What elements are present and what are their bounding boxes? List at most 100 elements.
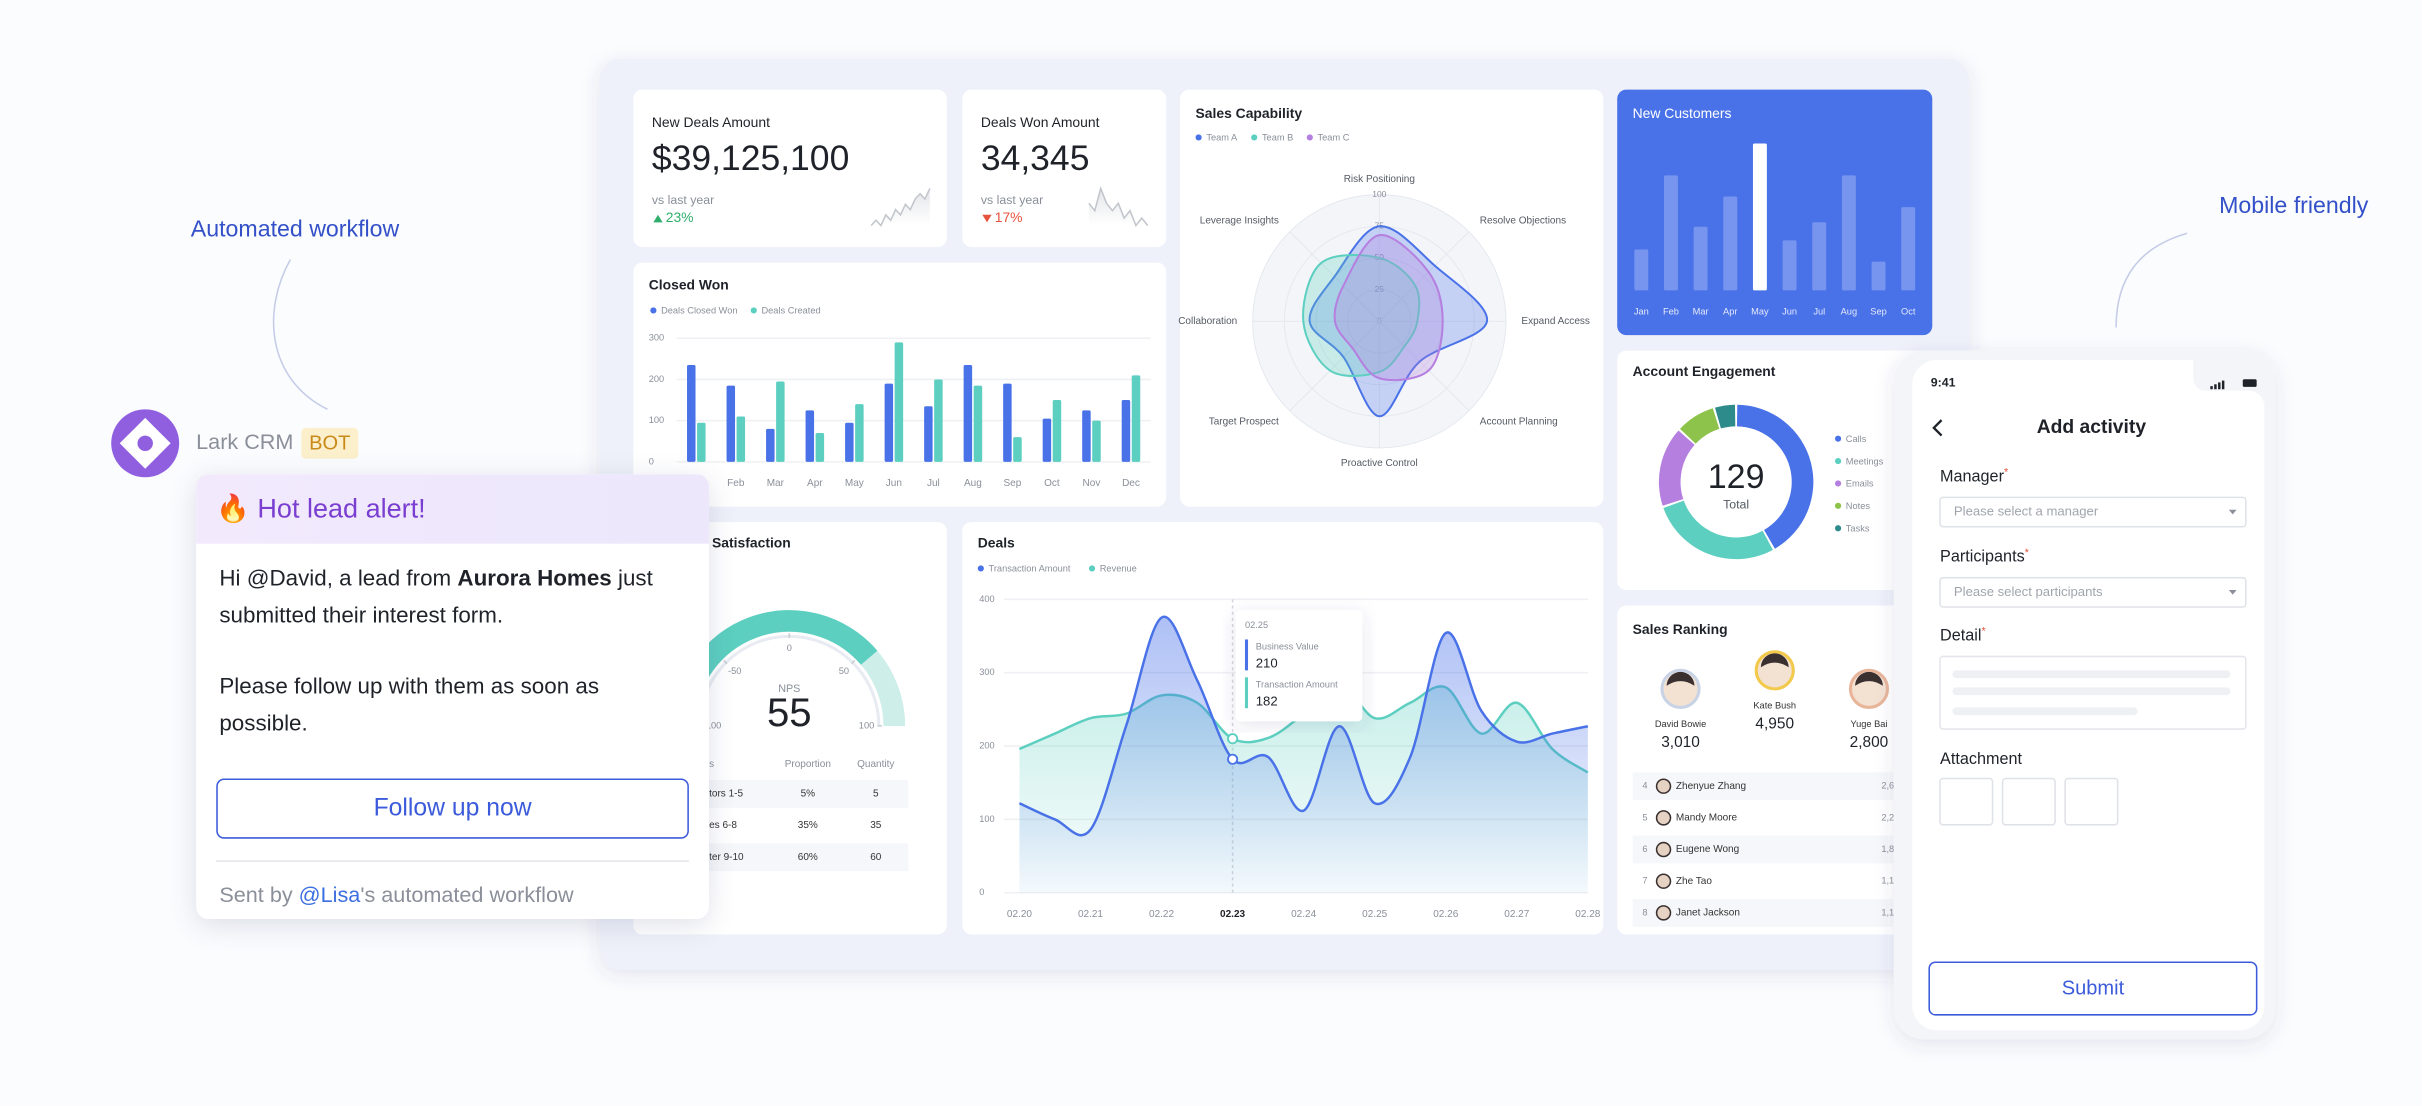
bar — [855, 404, 864, 462]
y-tick-label: 400 — [979, 594, 994, 604]
table-cell: 60 — [870, 852, 882, 863]
avatar-hair — [1760, 653, 1789, 668]
table-header: Proportion — [785, 759, 831, 770]
status-time: 9:41 — [1931, 375, 1956, 389]
bar — [924, 406, 933, 462]
chart-title: Sales Ranking — [1633, 621, 1728, 637]
text: Sent by — [219, 881, 299, 907]
x-tick-label: 02.26 — [1433, 909, 1458, 920]
account-engagement: Account Engagement Calls Meetings Emails Not… — [1633, 363, 1884, 560]
donut-slice — [1663, 500, 1773, 560]
total-label: Total — [1723, 497, 1749, 511]
bar — [845, 422, 854, 462]
bar — [1003, 383, 1012, 462]
table-cell: Promoter 9-10 — [680, 852, 744, 863]
upload-slot[interactable] — [1939, 777, 1994, 826]
ranking-value: 1,1 — [1881, 907, 1894, 917]
axis-label: Target Prospect — [1209, 416, 1279, 427]
required-mark: * — [2004, 467, 2009, 479]
select-box[interactable] — [1939, 576, 2247, 608]
follow-button[interactable]: Follow up now — [216, 778, 689, 839]
chart-title: Closed Won — [649, 276, 729, 292]
legend-label: Deals Closed Won — [661, 306, 737, 316]
deals: Deals Transaction Amount Revenue 0 100 200 300… — [977, 534, 1601, 920]
x-tick-label: May — [845, 478, 864, 489]
avatar-hair — [1855, 671, 1883, 686]
message-body: Hi @David, a lead from Aurora Homes just… — [196, 544, 709, 839]
bar — [1092, 420, 1101, 462]
bot-icon — [119, 417, 171, 469]
field-label: Manager* — [1940, 467, 2009, 486]
chart-title: Sales Capability — [1196, 105, 1303, 121]
bar — [884, 383, 894, 462]
axis-label: Expand Access — [1521, 316, 1589, 327]
bar — [766, 428, 775, 462]
legend-dot — [1834, 457, 1842, 465]
donut-slice — [1714, 404, 1736, 429]
form-title: Add activity — [2037, 417, 2147, 438]
legend-label: Meetings — [1846, 456, 1884, 466]
bar — [815, 433, 825, 462]
radar-area — [1333, 234, 1444, 381]
hover-point — [1227, 753, 1239, 765]
bar — [1121, 400, 1131, 462]
donut-slice — [1658, 430, 1695, 506]
tooltip-name: Business Value — [1256, 642, 1319, 652]
bar — [1131, 375, 1141, 462]
y-tick-label: 0 — [979, 887, 984, 897]
table-cell: 5% — [801, 789, 816, 800]
field-label: Attachment — [1940, 750, 2022, 768]
bar — [1871, 261, 1886, 291]
legend-label: Team A — [1206, 133, 1238, 143]
ranking-name: David Bowie — [1655, 719, 1706, 729]
legend-label: Team C — [1318, 133, 1350, 143]
gauge-label: NPS — [778, 683, 800, 695]
x-tick-label: 02.21 — [1078, 909, 1103, 920]
table-cell: 5 — [873, 789, 879, 800]
message-header: 🔥 Hot lead alert! — [196, 474, 709, 544]
submit-button[interactable] — [1928, 961, 2258, 1016]
y-tick-label: 0 — [649, 456, 654, 466]
kpi-value: 34,345 — [981, 138, 1090, 178]
donut-slice — [1736, 404, 1814, 549]
avatar-hair — [1666, 671, 1695, 686]
bar — [1042, 418, 1052, 462]
x-tick-label: Feb — [727, 478, 745, 489]
legend-dot — [1088, 565, 1096, 572]
x-tick-label: Mar — [1693, 306, 1709, 316]
axis-label: Collaboration — [1178, 316, 1237, 327]
upload-slot[interactable] — [2001, 777, 2056, 826]
rank: 6 — [1642, 844, 1647, 854]
bar — [1752, 143, 1767, 291]
bar — [973, 385, 983, 462]
select-box[interactable] — [1939, 496, 2247, 528]
avatar — [1655, 810, 1672, 826]
message-title: 🔥 Hot lead alert! — [216, 492, 426, 524]
line-area — [1019, 616, 1588, 893]
legend-dot — [1834, 525, 1842, 532]
radar-axis — [1379, 320, 1470, 412]
ranking-name: Mandy Moore — [1676, 813, 1738, 824]
bar — [963, 365, 973, 462]
rank: 7 — [1642, 876, 1647, 886]
back-icon — [1932, 419, 1943, 437]
ranking-name: Janet Jackson — [1676, 908, 1740, 919]
message-text: Hi @David, a lead from Aurora Homes just… — [219, 562, 687, 635]
bot-badge: BOT — [309, 432, 350, 454]
rank: 4 — [1642, 781, 1647, 791]
legend-dot — [977, 565, 984, 572]
bar — [726, 385, 736, 462]
x-tick-label: Jul — [1813, 306, 1825, 316]
table-cell: Detractors 1-5 — [680, 789, 744, 800]
user-link[interactable]: @Lisa — [298, 881, 361, 907]
row-bg — [1632, 898, 1911, 927]
upload-slot[interactable] — [2064, 777, 2119, 826]
bar — [1812, 222, 1827, 291]
ranking-value: 4,950 — [1755, 715, 1794, 732]
bar — [1841, 175, 1856, 291]
tooltip-bar — [1244, 677, 1249, 709]
x-tick-label: Oct — [1901, 306, 1916, 316]
